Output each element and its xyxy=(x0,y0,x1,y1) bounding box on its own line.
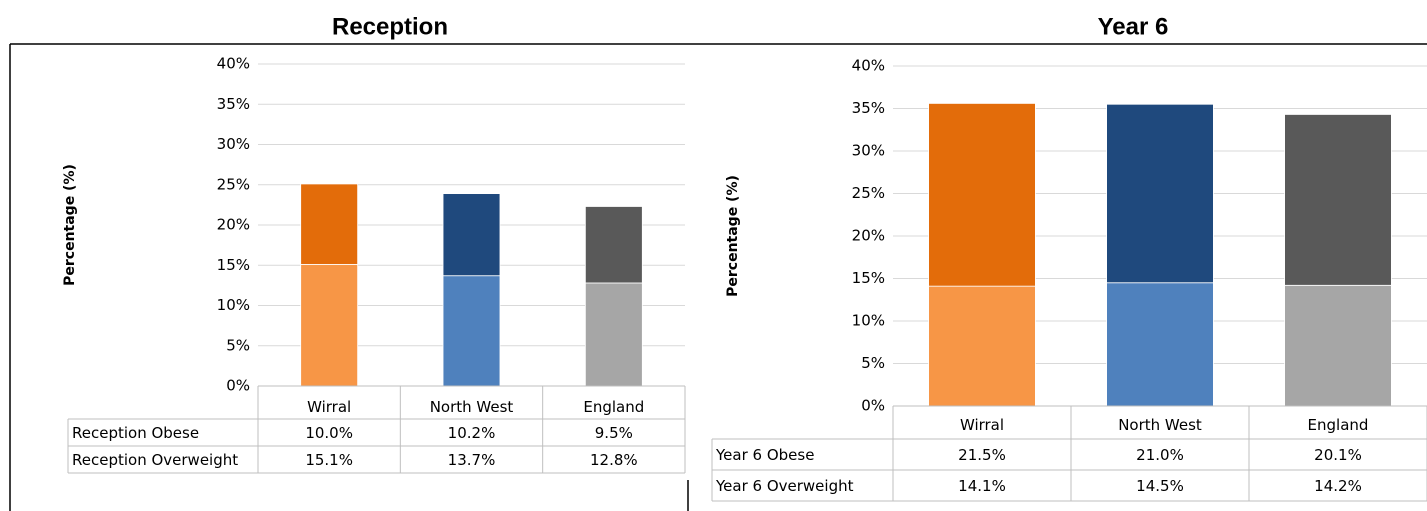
chart-title: Reception xyxy=(332,13,448,40)
legend-entry: Year 6 Obese xyxy=(715,446,814,464)
bar-segment xyxy=(584,282,643,387)
y-axis-label: Percentage (%) xyxy=(62,164,78,286)
y-tick-label: 40% xyxy=(217,55,250,73)
y-tick-label: 0% xyxy=(861,397,885,415)
bar-segment xyxy=(300,183,359,265)
table-value: 14.5% xyxy=(1136,477,1184,495)
y-tick-label: 25% xyxy=(217,175,250,193)
x-tick-label: England xyxy=(1308,416,1369,434)
chart-title: Year 6 xyxy=(1098,13,1169,40)
x-tick-label: North West xyxy=(430,398,514,416)
y-tick-label: 10% xyxy=(852,312,885,330)
y-tick-label: 35% xyxy=(217,95,250,113)
bar-segment xyxy=(1284,284,1392,407)
x-tick-label: Wirral xyxy=(307,398,351,416)
table-value: 15.1% xyxy=(305,451,353,469)
y-tick-label: 0% xyxy=(226,377,250,395)
x-tick-label: England xyxy=(583,398,644,416)
legend-entry: Year 6 Overweight xyxy=(715,477,854,495)
bar-segment xyxy=(300,264,359,387)
y-axis-label: Percentage (%) xyxy=(725,175,741,297)
table-value: 10.0% xyxy=(305,424,353,442)
bar-segment xyxy=(1106,103,1214,284)
y-tick-label: 40% xyxy=(852,57,885,75)
legend-entry: Reception Overweight xyxy=(72,451,238,469)
x-tick-label: North West xyxy=(1118,416,1202,434)
y-tick-label: 35% xyxy=(852,99,885,117)
bar-segment xyxy=(928,103,1036,287)
legend-entry: Reception Obese xyxy=(72,424,199,442)
table-value: 20.1% xyxy=(1314,446,1362,464)
bar-segment xyxy=(442,193,501,277)
table-value: 9.5% xyxy=(595,424,633,442)
table-value: 14.1% xyxy=(958,477,1006,495)
bar-segment xyxy=(928,285,1036,407)
bar-segment xyxy=(1106,282,1214,407)
table-value: 12.8% xyxy=(590,451,638,469)
y-tick-label: 15% xyxy=(852,269,885,287)
y-tick-label: 30% xyxy=(217,135,250,153)
table-value: 21.0% xyxy=(1136,446,1184,464)
y-tick-label: 5% xyxy=(226,336,250,354)
table-value: 21.5% xyxy=(958,446,1006,464)
y-tick-label: 5% xyxy=(861,354,885,372)
bar-segment xyxy=(1284,114,1392,286)
y-tick-label: 15% xyxy=(217,256,250,274)
y-tick-label: 20% xyxy=(852,227,885,245)
bar-segment xyxy=(442,275,501,387)
table-value: 10.2% xyxy=(448,424,496,442)
bar-segment xyxy=(584,206,643,284)
y-tick-label: 30% xyxy=(852,142,885,160)
y-tick-label: 10% xyxy=(217,296,250,314)
table-value: 14.2% xyxy=(1314,477,1362,495)
table-value: 13.7% xyxy=(448,451,496,469)
x-tick-label: Wirral xyxy=(960,416,1004,434)
y-tick-label: 20% xyxy=(217,216,250,234)
y-tick-label: 25% xyxy=(852,184,885,202)
